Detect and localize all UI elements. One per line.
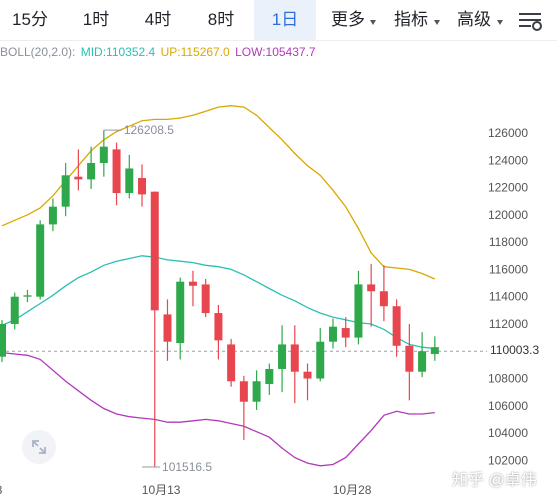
y-tick-label: 126000 [488,126,528,140]
tab-15min[interactable]: 15分 [12,10,48,29]
candle-body [150,191,159,311]
candle-body [163,314,172,342]
candle-body [138,178,147,195]
candle-body [214,313,223,341]
candle-body [99,146,108,164]
candle-body [278,344,287,369]
boll-mid-value: MID:110352.4 [80,45,156,59]
tab-more[interactable]: 更多 [331,10,365,29]
boll-mid-line [1,255,435,350]
advanced-caret-icon [497,20,503,25]
candle-body [392,306,401,346]
candle-body [405,345,414,372]
y-tick-label: 108000 [488,372,528,386]
tab-4hour[interactable]: 4时 [144,10,172,29]
watermark: 知乎 @卓伟 [452,472,537,489]
candle-body [176,281,185,344]
y-tick-label: 124000 [488,153,528,167]
candle-body [328,326,337,342]
candle-body [354,284,363,338]
timeframe-tab-bar: 15分 1时 4时 8时 1日 更多 指标 高级 [0,0,557,41]
y-tick-label: 114000 [489,290,528,304]
indicators-caret-icon [434,20,440,25]
candle-body [252,381,261,402]
tab-8hour[interactable]: 8时 [207,10,235,29]
candle-body [303,371,312,379]
boll-params-label: BOLL(20,2.0): [0,45,76,59]
candle-body [418,351,427,372]
tab-1day[interactable]: 1日 [254,0,316,40]
candle-body [201,284,210,314]
expand-chart-button[interactable] [22,430,56,464]
candle-body [112,149,121,194]
x-tick-label: 28 [0,483,3,497]
candle-body [316,341,325,379]
y-tick-label: 118000 [489,235,528,249]
boll-legend: BOLL(20,2.0): MID:110352.4 UP:115267.0 L… [0,45,318,63]
candlestick-chart[interactable]: 126000 124000 122000 120000 118000 116000 1140… [0,40,557,500]
x-tick-label: 10月13 [142,483,181,497]
y-tick-label: 112000 [489,317,528,331]
candle-body [23,295,32,297]
current-price-label: 110003.3 [487,341,543,359]
candle-body [379,291,388,307]
annotation-label-high: 126208.5 [124,123,174,137]
candle-body [87,163,96,180]
tab-advanced[interactable]: 高级 [457,10,491,29]
boll-low-line [1,351,435,467]
candle-body [239,381,248,402]
candle-body [125,168,134,194]
y-tick-label: 104000 [488,426,528,440]
settings-button[interactable] [516,7,544,33]
expand-arrows-icon [32,440,46,454]
candle-body [10,296,19,324]
candle-body [61,175,70,207]
candle-body [290,344,299,372]
candle-body [36,224,45,297]
y-tick-label: 116000 [489,262,528,276]
candle-body [367,284,376,292]
settings-sliders-icon [519,13,542,31]
candle-body [74,176,83,180]
candle-body [265,368,274,384]
candle-body [48,206,57,225]
y-tick-label: 106000 [488,399,528,413]
boll-up-value: UP:115267.0 [160,45,230,59]
tab-indicators[interactable]: 指标 [394,10,428,29]
candle-body [341,328,350,338]
candle-body [430,347,439,354]
y-tick-label: 102000 [488,453,528,467]
y-tick-label: 120000 [488,208,528,222]
candle-body [188,281,197,286]
candle-body [0,323,6,357]
y-tick-label: 122000 [488,181,528,195]
candle-body [227,344,236,382]
tab-1hour[interactable]: 1时 [82,10,110,29]
x-tick-label: 10月28 [333,483,372,497]
boll-low-value: LOW:105437.7 [235,45,316,59]
boll-up-line [1,105,436,280]
annotation-label-low: 101516.5 [162,460,212,474]
more-caret-icon [370,20,376,25]
